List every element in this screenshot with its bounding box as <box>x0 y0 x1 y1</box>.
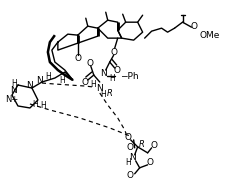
Text: O: O <box>110 48 117 57</box>
Text: R: R <box>139 140 145 149</box>
Text: O: O <box>146 158 153 167</box>
Text: H: H <box>40 101 46 111</box>
Text: −Ph: −Ph <box>120 72 138 81</box>
Text: N: N <box>11 85 17 94</box>
Text: O: O <box>86 59 93 68</box>
Text: OMe: OMe <box>200 31 220 40</box>
Text: H: H <box>109 74 115 83</box>
Text: O: O <box>74 54 81 63</box>
Text: H: H <box>11 78 17 88</box>
Text: H: H <box>45 72 51 81</box>
Text: O: O <box>81 77 88 87</box>
Text: N: N <box>100 69 107 77</box>
Text: R: R <box>107 88 113 98</box>
Text: H: H <box>100 90 106 98</box>
Text: H: H <box>90 80 96 88</box>
Text: O: O <box>150 141 157 150</box>
Text: O: O <box>113 66 120 75</box>
Text: O: O <box>126 171 133 180</box>
Text: O: O <box>190 22 197 31</box>
Text: N: N <box>27 81 33 90</box>
Text: O: O <box>124 133 131 142</box>
Text: N: N <box>36 76 43 84</box>
Text: N: N <box>129 153 136 162</box>
Text: N: N <box>96 84 103 93</box>
Text: H: H <box>125 158 130 167</box>
Text: O: O <box>126 143 133 152</box>
Text: N+: N+ <box>5 95 19 105</box>
Text: H: H <box>59 76 65 84</box>
Text: H: H <box>32 101 38 109</box>
